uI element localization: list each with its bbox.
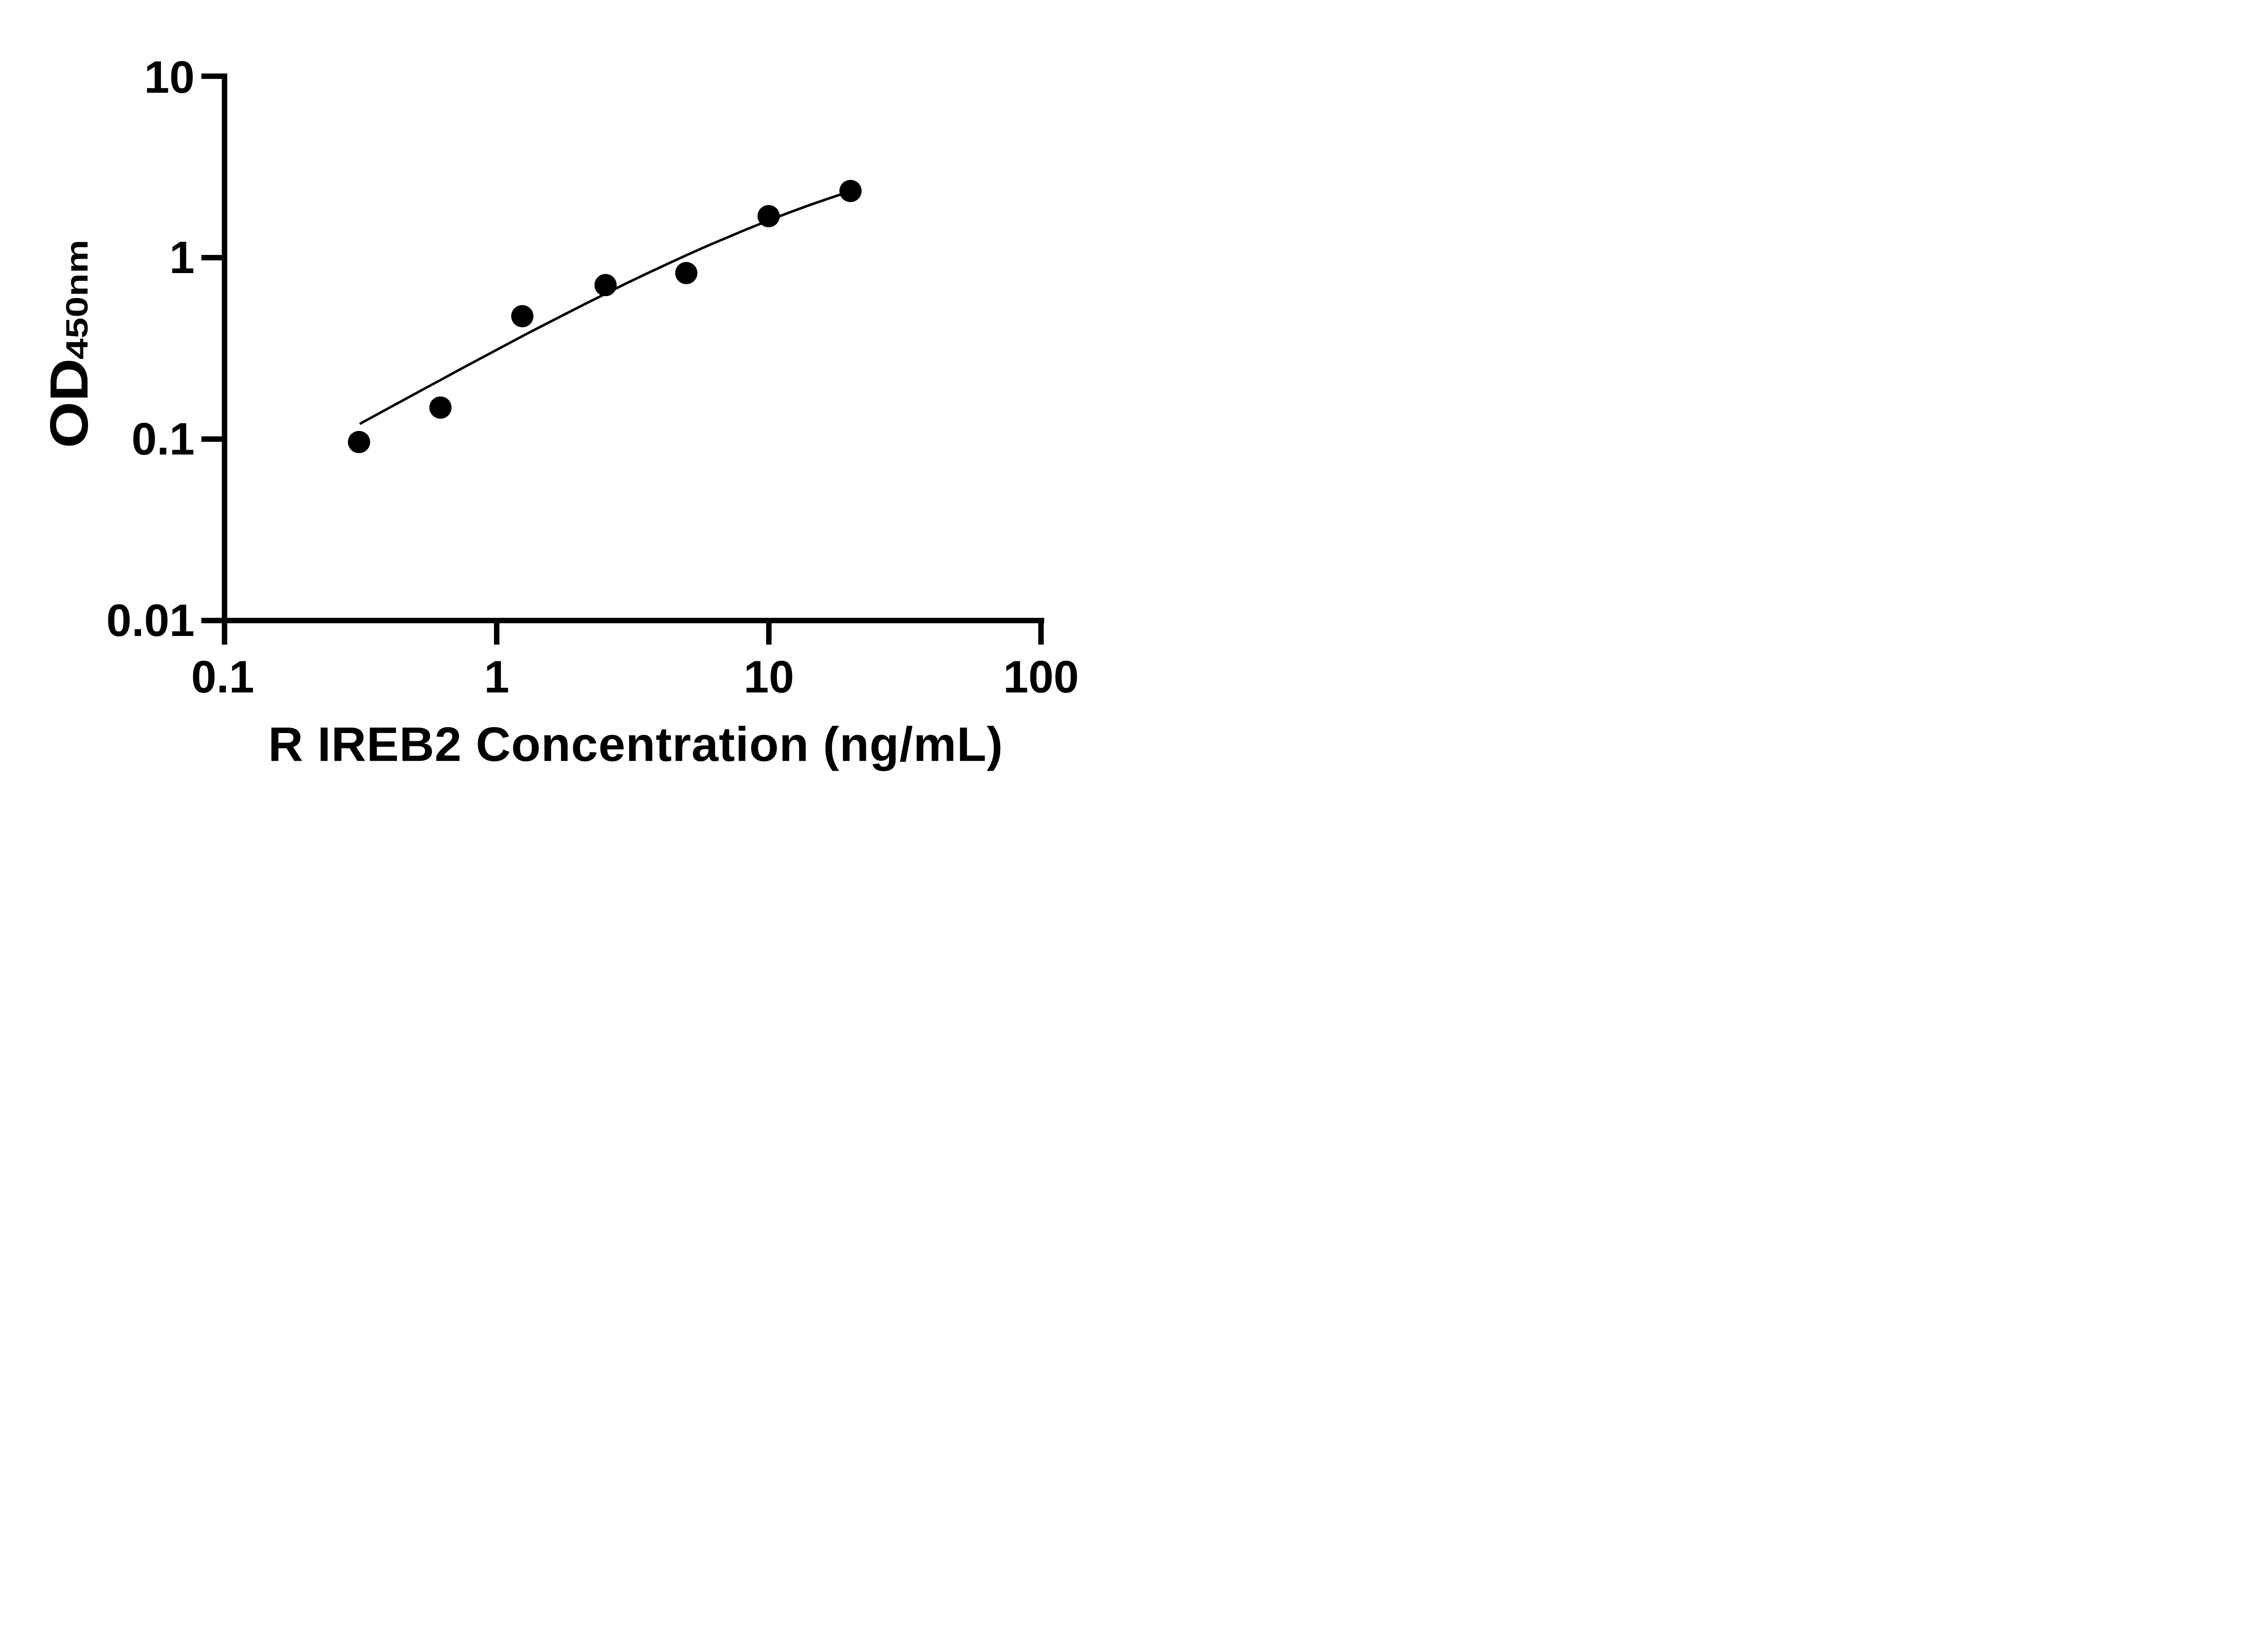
svg-text:R IREB2 Concentration (ng/mL): R IREB2 Concentration (ng/mL) bbox=[268, 718, 1003, 772]
svg-text:0.1: 0.1 bbox=[191, 652, 254, 703]
svg-text:1: 1 bbox=[169, 232, 195, 283]
svg-text:100: 100 bbox=[1003, 652, 1079, 703]
svg-text:450nm: 450nm bbox=[60, 240, 94, 359]
svg-text:OD: OD bbox=[39, 358, 99, 448]
svg-text:0.01: 0.01 bbox=[106, 595, 195, 646]
svg-text:10: 10 bbox=[743, 652, 794, 703]
svg-text:10: 10 bbox=[144, 52, 195, 103]
svg-text:0.1: 0.1 bbox=[132, 414, 195, 464]
svg-text:1: 1 bbox=[484, 652, 509, 703]
